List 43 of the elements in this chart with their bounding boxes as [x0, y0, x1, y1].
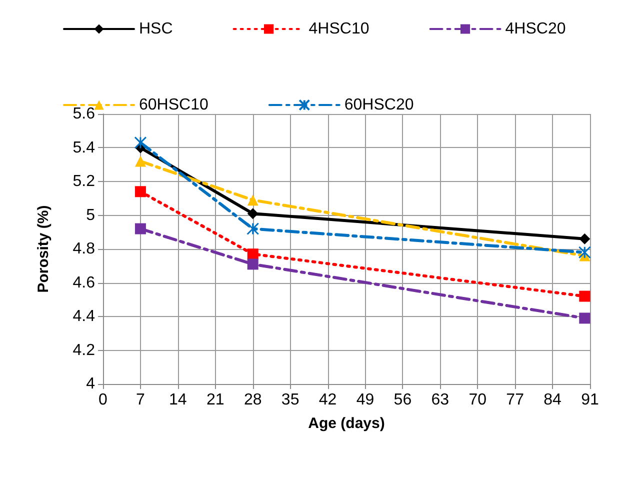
y-tick-label: 4.8 — [72, 240, 96, 258]
point — [247, 248, 258, 260]
point — [246, 222, 260, 235]
point — [247, 194, 258, 206]
legend-label: 60HSC10 — [139, 96, 208, 114]
point — [134, 136, 147, 149]
y-tick-label: 5.6 — [72, 106, 96, 122]
x-tick-label: 91 — [581, 392, 599, 408]
legend-label: 4HSC10 — [308, 20, 370, 38]
point — [579, 233, 590, 244]
x-tick-label: 35 — [281, 392, 300, 408]
point — [579, 312, 590, 324]
point — [134, 186, 146, 198]
y-tick-label: 5 — [86, 206, 96, 224]
point — [579, 290, 590, 302]
y-tick-label: 4 — [86, 376, 96, 392]
point — [247, 208, 258, 220]
point — [134, 156, 146, 167]
y-tick-label: 4.2 — [72, 342, 96, 359]
y-axis-title: Porosity (%) — [35, 205, 52, 293]
point — [578, 246, 591, 259]
x-tick-label: 63 — [431, 392, 450, 408]
x-tick-label: 14 — [169, 392, 187, 408]
x-axis-title: Age (days) — [308, 415, 385, 432]
y-tick-label: 5.2 — [72, 173, 96, 190]
x-tick-label: 28 — [244, 392, 262, 408]
x-tick-label: 49 — [356, 392, 374, 408]
x-tick-label: 0 — [98, 392, 108, 408]
y-tick-label: 4.4 — [72, 308, 96, 325]
x-tick-label: 70 — [468, 392, 487, 408]
point — [134, 223, 146, 234]
legend-label: HSC — [139, 20, 173, 38]
x-tick-label: 42 — [318, 392, 337, 408]
x-tick-label: 7 — [136, 392, 146, 408]
point — [247, 258, 258, 270]
y-tick-label: 4.6 — [72, 274, 96, 292]
legend-label: 4HSC20 — [505, 20, 566, 38]
x-tick-label: 77 — [506, 392, 524, 408]
y-tick-label: 5.4 — [72, 139, 96, 156]
x-tick-label: 21 — [206, 392, 224, 408]
x-tick-label: 56 — [394, 392, 412, 408]
x-tick-label: 84 — [544, 392, 562, 408]
legend-label: 60HSC20 — [344, 96, 414, 114]
